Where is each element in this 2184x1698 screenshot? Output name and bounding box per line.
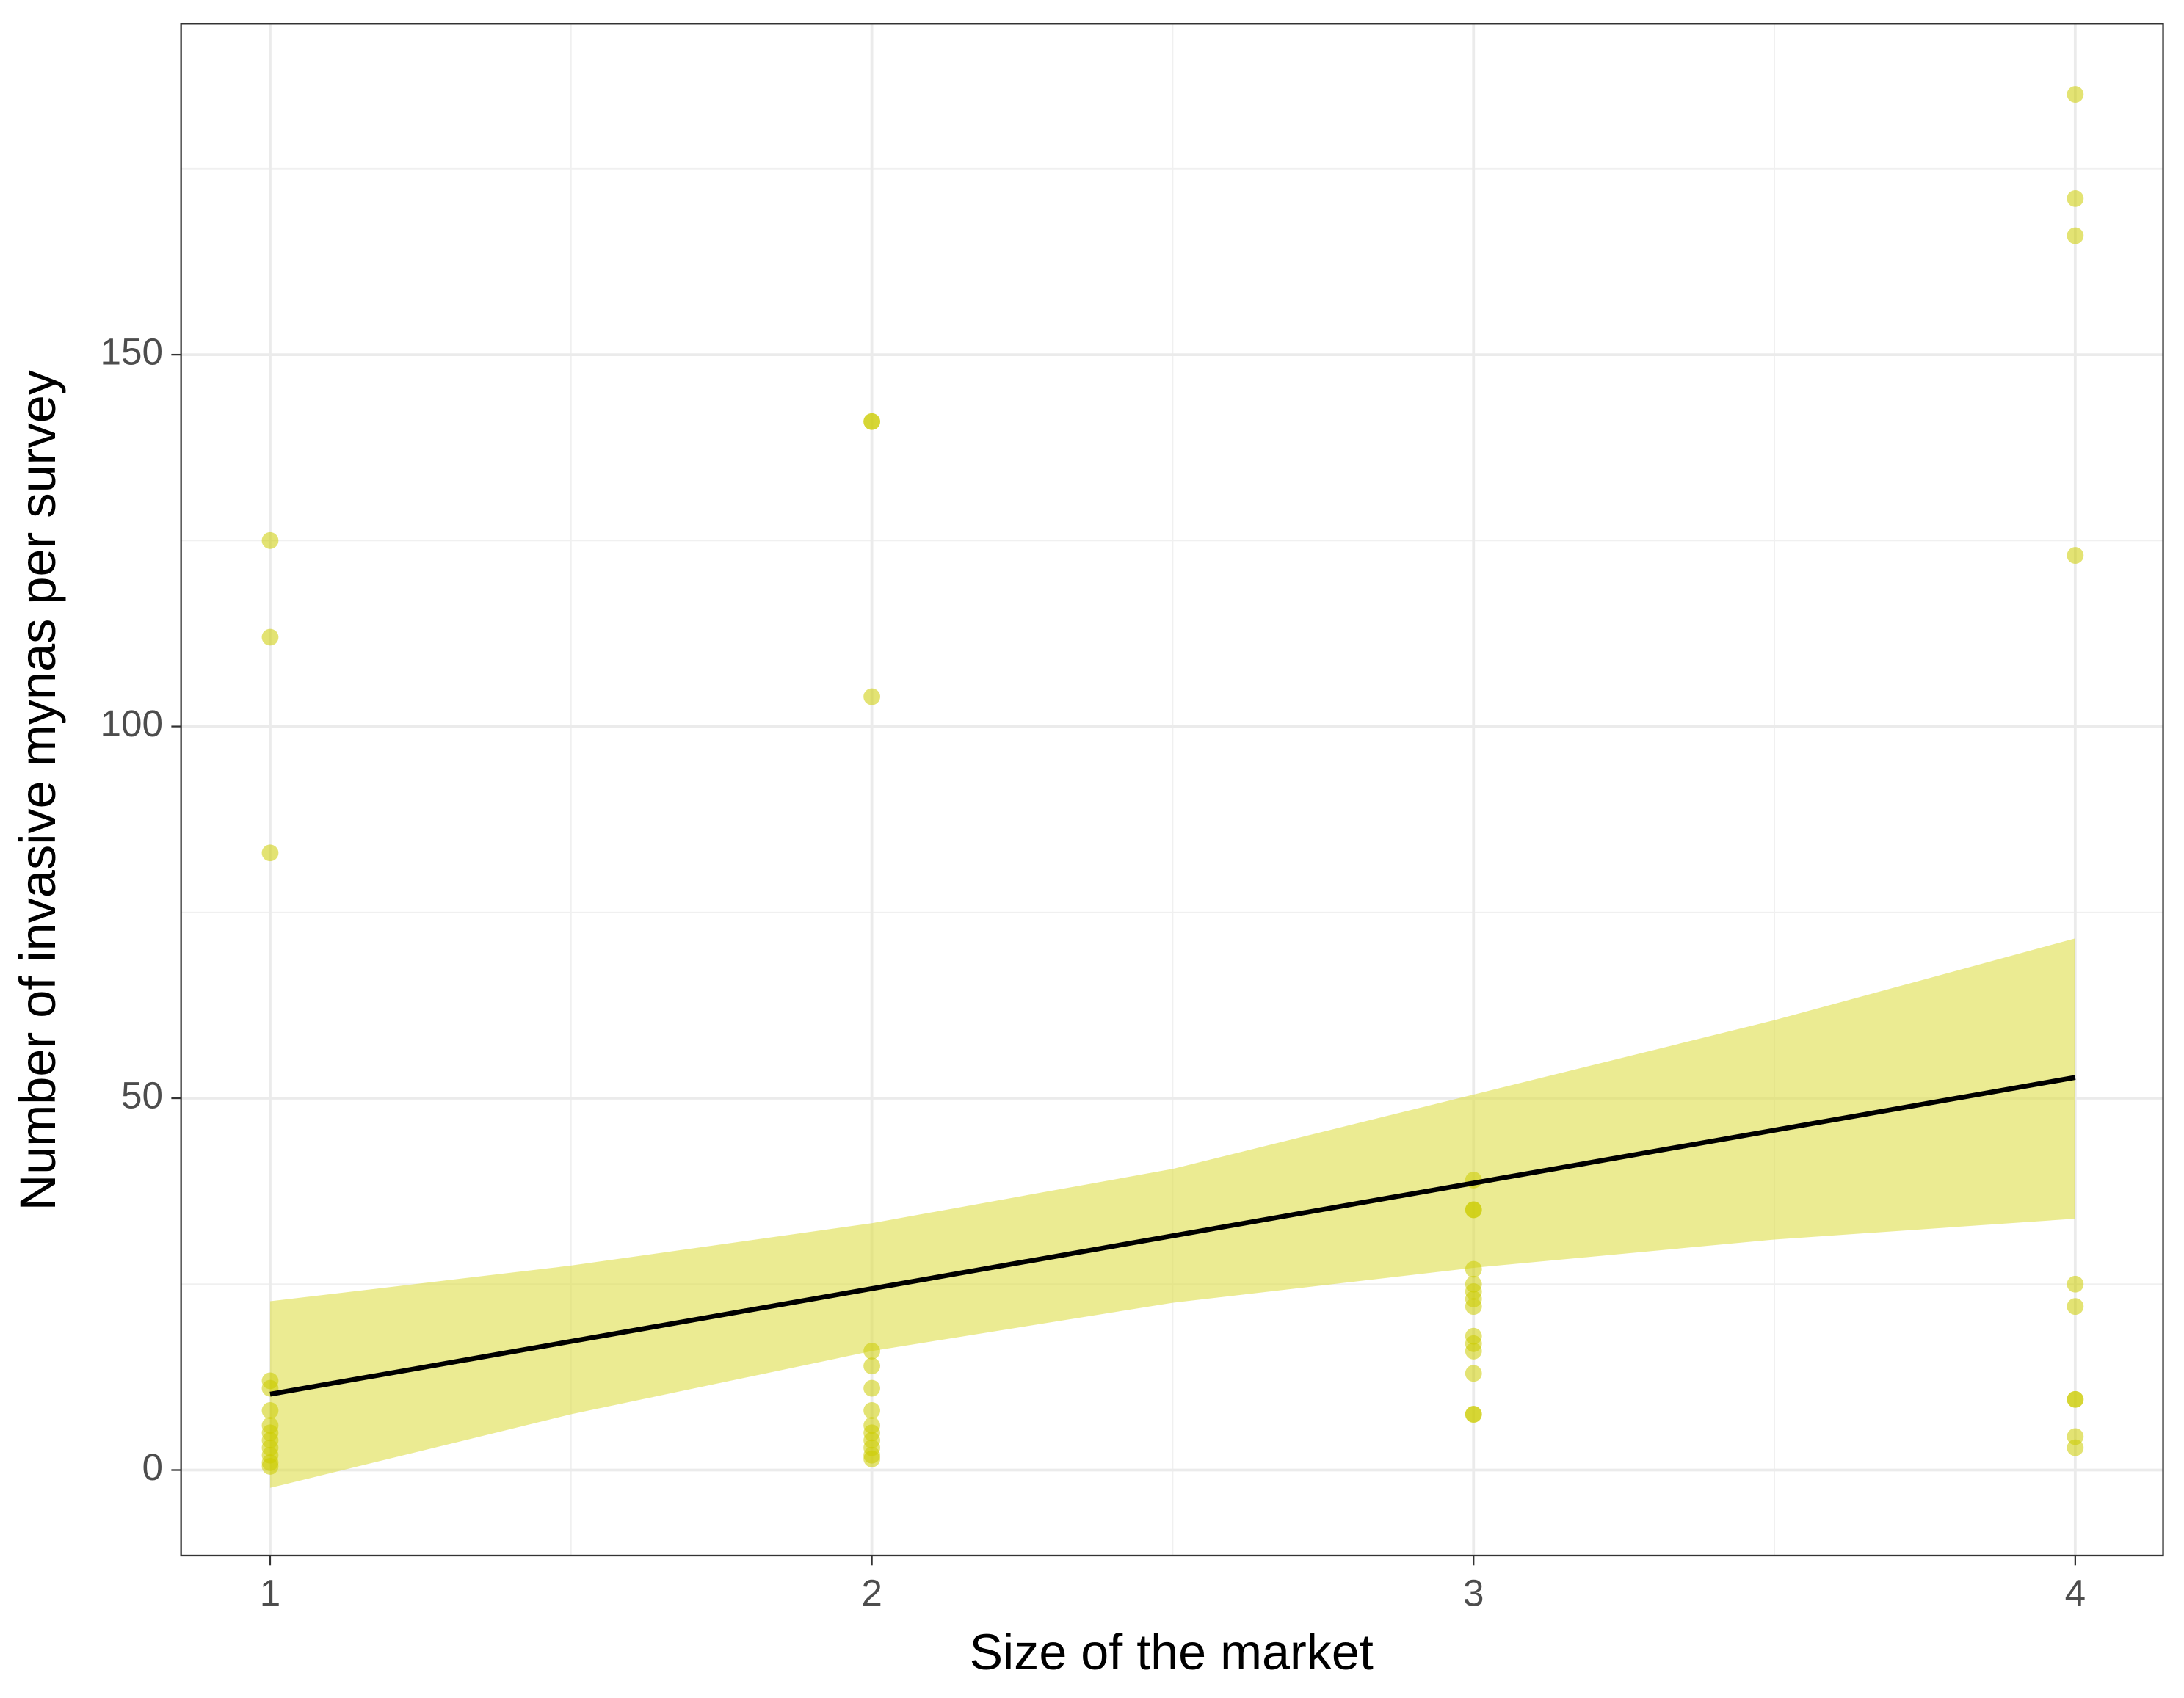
point (261, 1458, 279, 1475)
point (261, 1402, 279, 1419)
point (1465, 1201, 1482, 1219)
point (2067, 1275, 2084, 1293)
point (1465, 1298, 1482, 1316)
x-tick-label: 4 (2065, 1572, 2086, 1614)
point (863, 1343, 880, 1360)
x-axis-title: Size of the market (969, 1625, 1373, 1680)
point (863, 1450, 880, 1467)
point (863, 413, 880, 430)
point (1465, 1365, 1482, 1382)
point (2067, 1298, 2084, 1316)
point (2067, 189, 2084, 207)
point (1465, 1343, 1482, 1360)
y-tick-label: 0 (142, 1446, 162, 1488)
point (863, 1402, 880, 1419)
panel-border (180, 23, 2164, 1557)
y-axis-title: Number of invasive mynas per survey (10, 369, 66, 1211)
point (261, 844, 279, 862)
x-tick-label: 1 (260, 1572, 280, 1614)
point (2067, 547, 2084, 564)
confidence-band (269, 938, 2075, 1488)
point (1465, 1260, 1482, 1278)
y-tick-label: 50 (121, 1075, 163, 1117)
point (261, 531, 279, 549)
point (2067, 1390, 2084, 1408)
point (261, 628, 279, 646)
x-tick-label: 3 (1463, 1572, 1484, 1614)
point (2067, 1439, 2084, 1456)
fit-line (269, 1075, 2076, 1397)
point (863, 1379, 880, 1397)
y-tick-label: 150 (101, 331, 163, 373)
plot-area (181, 23, 2163, 1556)
y-tick-label: 100 (101, 703, 163, 744)
point (2067, 86, 2084, 103)
x-tick-label: 2 (861, 1572, 882, 1614)
point (1465, 1406, 1482, 1423)
point (2067, 227, 2084, 244)
point (863, 688, 880, 705)
point (863, 1357, 880, 1375)
